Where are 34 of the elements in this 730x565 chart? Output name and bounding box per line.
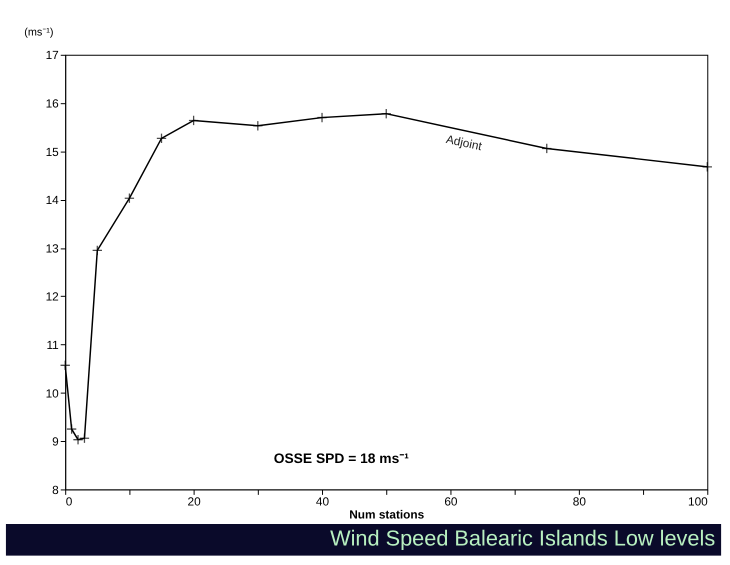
y-tick-label: 10 xyxy=(46,386,60,400)
annotation: OSSE SPD = 18 ms⁻¹ xyxy=(274,450,410,466)
y-tick-label: 17 xyxy=(46,48,59,62)
text: Adjoint xyxy=(444,132,484,154)
y-tick-label: 11 xyxy=(46,338,60,352)
y-tick-label: 8 xyxy=(52,482,60,497)
point xyxy=(252,120,264,132)
point xyxy=(316,112,328,123)
point xyxy=(92,245,103,256)
point xyxy=(124,192,135,204)
y-tick-label: 9 xyxy=(52,434,60,449)
text: Wind Speed Balearic Islands Low levels xyxy=(330,526,716,551)
x-tick-label: 100 xyxy=(688,494,708,509)
x-tick-label: 80 xyxy=(572,494,586,509)
y-tick-label: 12 xyxy=(46,290,59,304)
y-tick-label: 14 xyxy=(46,193,60,208)
point xyxy=(380,108,392,120)
x-tick-label: 40 xyxy=(316,494,330,509)
point xyxy=(72,434,84,446)
point xyxy=(66,424,77,434)
y-tick-label: 15 xyxy=(46,144,60,159)
y-tick-label: 16 xyxy=(46,96,60,111)
x-tick-label: 0 xyxy=(66,494,73,509)
y-tick-label: 13 xyxy=(46,241,60,256)
point xyxy=(702,162,713,172)
point xyxy=(79,432,90,444)
x-tick-label: 60 xyxy=(444,494,458,509)
point xyxy=(188,115,199,126)
x-axis-title: Num stations xyxy=(349,508,425,522)
point xyxy=(156,133,167,144)
point xyxy=(60,360,71,371)
point xyxy=(541,143,552,154)
x-tick-label: 20 xyxy=(188,494,202,509)
y-axis-title: (ms⁻¹) xyxy=(24,26,54,39)
